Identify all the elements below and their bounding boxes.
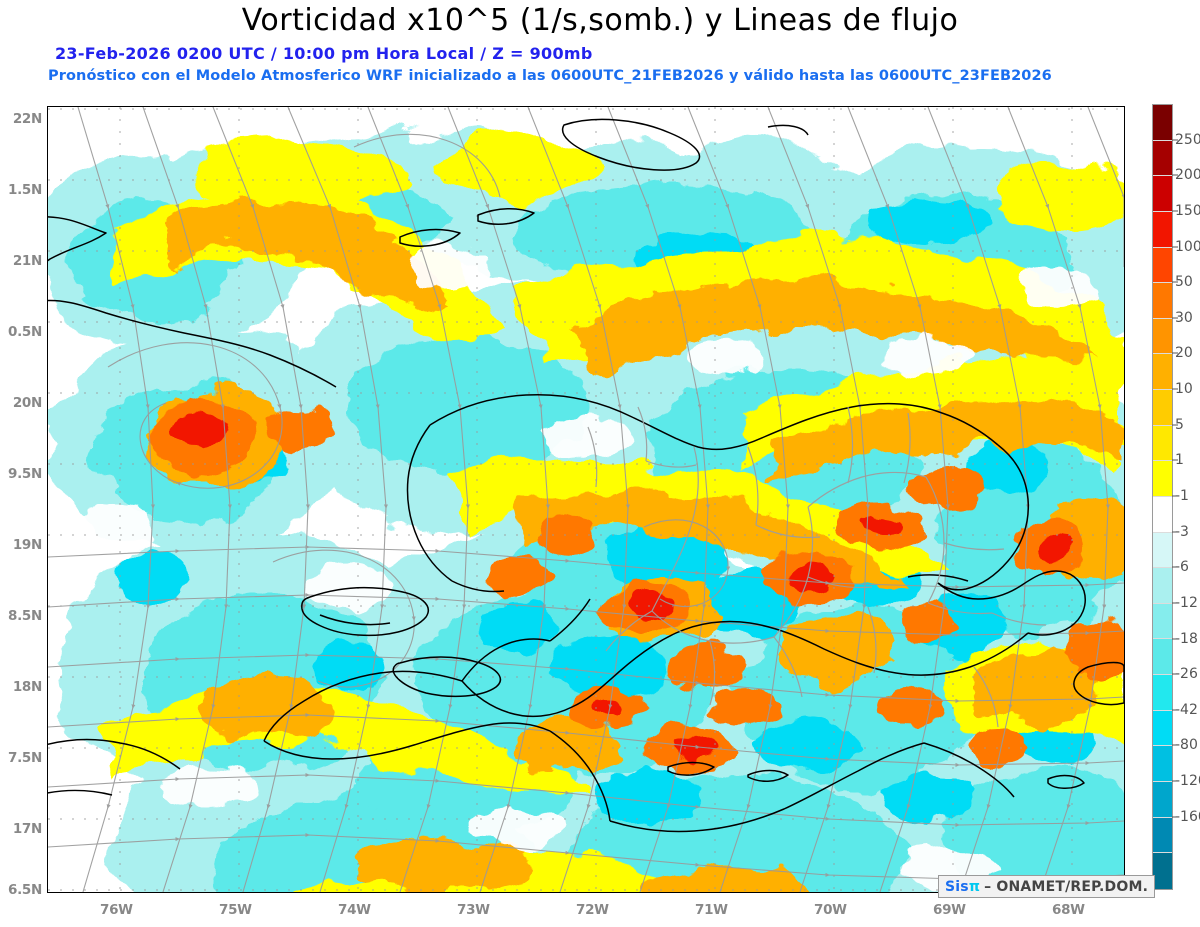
colorbar-tick-label: 1 [1175,452,1184,469]
colorbar-band [1153,532,1172,569]
organization-label: – ONAMET/REP.DOM. [984,878,1149,895]
colorbar-tick-label: -26 [1175,666,1198,683]
admin-boundaries [587,406,1047,728]
colorbar-band [1153,354,1172,390]
colorbar-band [1153,568,1172,604]
colorbar [1152,104,1173,890]
colorbar-band [1153,603,1172,640]
ytick-label: 18N [12,679,42,695]
colorbar-tick-mark [1172,388,1178,390]
attribution-badge: Sis π – ONAMET/REP.DOM. [938,875,1156,898]
streamlines [48,107,1124,892]
colorbar-band [1153,176,1172,212]
colorbar-band [1153,211,1172,248]
ytick-label: 7.5N [7,750,42,766]
colorbar-tick-mark [1172,531,1178,533]
colorbar-band [1153,781,1172,818]
colorbar-band [1153,318,1172,355]
xtick-label: 72W [576,902,609,918]
colorbar-tick-mark [1172,459,1178,461]
model-run-subtitle: Pronóstico con el Modelo Atmosferico WRF… [48,68,1052,84]
xtick-label: 71W [695,902,728,918]
ytick-label: 8.5N [7,608,42,624]
colorbar-tick-label: 5 [1175,416,1184,433]
colorbar-band [1153,746,1172,782]
ytick-label: 0.5N [7,324,42,340]
colorbar-tick-label: -120 [1175,773,1200,790]
colorbar-tick-mark [1172,139,1178,141]
colorbar-tick-mark [1172,495,1178,497]
ytick-label: 9.5N [7,466,42,482]
vorticity-field [48,107,1124,892]
page-title: Vorticidad x10^5 (1/s,somb.) y Lineas de… [241,3,959,38]
colorbar-tick-mark [1172,566,1178,568]
colorbar-band [1153,140,1172,177]
colorbar-tick-label: -6 [1175,559,1189,576]
ytick-label: 19N [12,537,42,553]
colorbar-band [1153,247,1172,284]
colorbar-tick-mark [1172,281,1178,283]
colorbar-tick-label: 150 [1175,202,1200,219]
colorbar-band [1153,283,1172,319]
xtick-label: 70W [814,902,847,918]
ytick-label: 1.5N [7,182,42,198]
colorbar-band [1153,105,1172,141]
colorbar-tick-label: 20 [1175,345,1193,362]
colorbar-tick-mark [1172,210,1178,212]
xtick-label: 74W [338,902,371,918]
colorbar-tick-mark [1172,317,1178,319]
colorbar-band [1153,675,1172,711]
xtick-label: 69W [933,902,966,918]
colorbar-tick-mark [1172,816,1178,818]
colorbar-band [1153,710,1172,747]
colorbar-tick-label: 200 [1175,167,1200,184]
colorbar-tick-label: -80 [1175,737,1198,754]
colorbar-tick-label: 50 [1175,274,1193,291]
colorbar-tick-mark [1172,673,1178,675]
colorbar-band [1153,425,1172,462]
colorbar-tick-label: 250 [1175,131,1200,148]
colorbar-tick-label: 30 [1175,309,1193,326]
xtick-label: 68W [1052,902,1085,918]
colorbar-tick-label: -160 [1175,808,1200,825]
colorbar-tick-label: -12 [1175,594,1198,611]
colorbar-tick-mark [1172,709,1178,711]
colorbar-tick-label: 100 [1175,238,1200,255]
ytick-label: 6.5N [7,882,42,898]
xtick-label: 75W [219,902,252,918]
brand-name: Sis [945,878,969,895]
ytick-label: 21N [12,253,42,269]
xtick-label: 76W [100,902,133,918]
colorbar-tick-label: -42 [1175,701,1198,718]
colorbar-band [1153,853,1172,889]
ytick-label: 20N [12,395,42,411]
colorbar-band [1153,817,1172,854]
pi-icon: π [968,878,981,895]
colorbar-tick-mark [1172,744,1178,746]
colorbar-tick-label: -3 [1175,523,1189,540]
colorbar-tick-label: 10 [1175,381,1193,398]
xtick-label: 73W [457,902,490,918]
colorbar-band [1153,390,1172,426]
coastlines [48,118,1124,833]
colorbar-tick-mark [1172,638,1178,640]
colorbar-tick-mark [1172,780,1178,782]
colorbar-tick-mark [1172,246,1178,248]
colorbar-band [1153,639,1172,675]
colorbar-band [1153,461,1172,497]
colorbar-tick-mark [1172,174,1178,176]
valid-time-subtitle: 23-Feb-2026 0200 UTC / 10:00 pm Hora Loc… [55,44,593,63]
colorbar-tick-mark [1172,352,1178,354]
map-plot-area [47,106,1125,893]
ytick-label: 22N [12,111,42,127]
ytick-label: 17N [12,821,42,837]
colorbar-tick-label: -1 [1175,488,1189,504]
colorbar-tick-label: -18 [1175,630,1198,647]
colorbar-tick-mark [1172,424,1178,426]
chart-header: Vorticidad x10^5 (1/s,somb.) y Lineas de… [0,0,1200,95]
colorbar-band [1153,496,1172,533]
colorbar-tick-mark [1172,602,1178,604]
